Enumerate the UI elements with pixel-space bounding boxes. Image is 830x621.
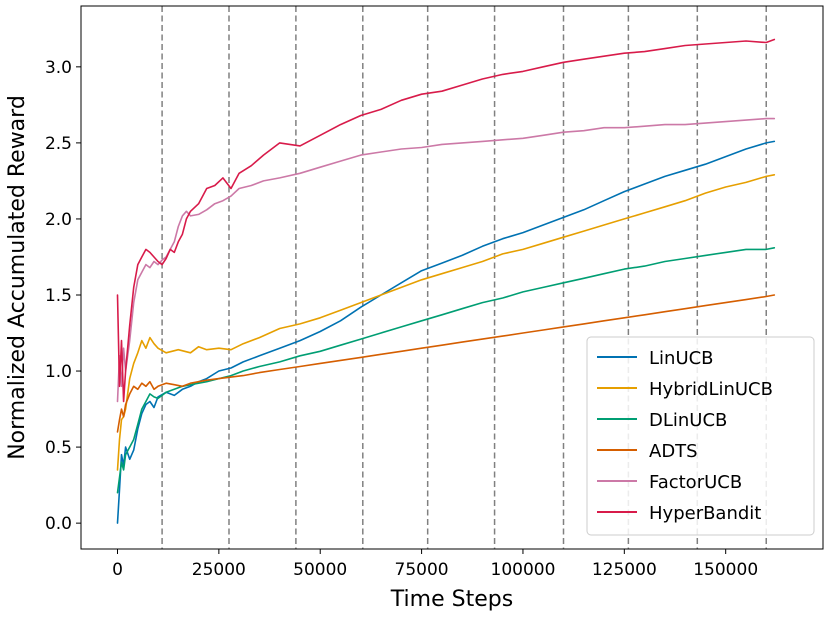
legend-label-factorucb: FactorUCB (649, 472, 742, 493)
x-tick-label: 125000 (592, 560, 657, 580)
legend: LinUCB HybridLinUCB DLinUCB ADTS FactorUCB Hy… (586, 336, 815, 536)
x-axis-ticks: 0 25000 50000 75000 100000 125000 150000 (112, 549, 758, 580)
series-line-hybridlinucb (116, 174, 776, 471)
y-axis-ticks: 0.0 0.5 1.0 1.5 2.0 2.5 3.0 (45, 58, 81, 534)
x-axis-label: Time Steps (390, 587, 513, 612)
y-tick-label: 1.0 (45, 362, 72, 382)
legend-label-hyperbandit: HyperBandit (649, 503, 761, 524)
y-tick-label: 0.5 (45, 438, 72, 458)
x-tick-label: 50000 (293, 560, 347, 580)
y-tick-label: 1.5 (45, 286, 72, 306)
y-tick-label: 2.0 (45, 210, 72, 230)
legend-label-linucb: LinUCB (649, 348, 714, 369)
legend-label-hybridlinucb: HybridLinUCB (649, 379, 773, 400)
series-line-factorucb (116, 117, 776, 403)
legend-label-adts: ADTS (649, 441, 698, 462)
y-axis-label: Normalized Accumulated Reward (5, 95, 30, 460)
legend-label-dlinucb: DLinUCB (649, 410, 727, 431)
y-tick-label: 2.5 (45, 134, 72, 154)
plot-frame (80, 5, 824, 550)
x-tick-label: 100000 (491, 560, 556, 580)
y-tick-label: 0.0 (45, 514, 72, 534)
x-tick-label: 150000 (693, 560, 758, 580)
series-line-adts (116, 294, 776, 433)
x-tick-label: 0 (112, 560, 123, 580)
series-line-linucb (116, 140, 776, 524)
x-tick-label: 25000 (192, 560, 246, 580)
y-tick-label: 3.0 (45, 58, 72, 78)
legend-box (586, 336, 815, 536)
series-line-dlinucb (116, 247, 776, 494)
x-tick-label: 75000 (395, 560, 449, 580)
series-line-hyperbandit (116, 38, 776, 403)
series-lines (116, 38, 776, 524)
